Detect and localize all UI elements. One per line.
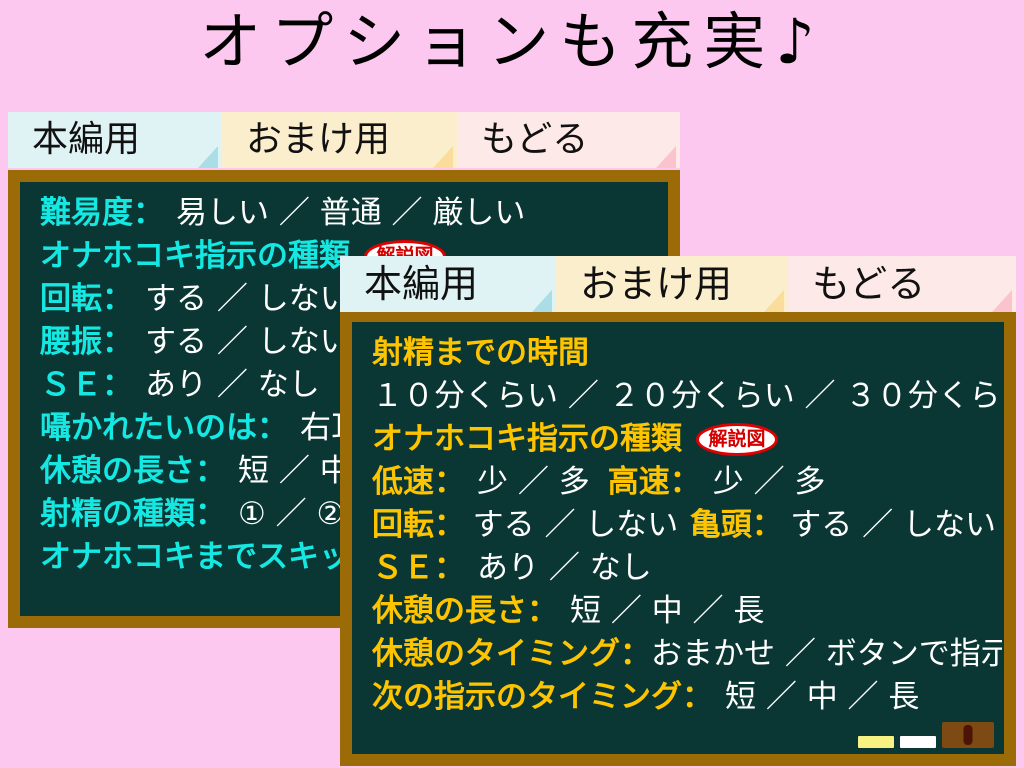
option-value[interactable]: 短 ／ 中 ／ 長 — [725, 679, 920, 715]
option-value[interactable]: する ／ しない — [472, 507, 679, 543]
option-row-rotation[interactable]: 回転： する ／ しない — [40, 278, 660, 321]
front-options-panel: 射精までの時間 １０分くらい ／ ２０分くらい ／ ３０分くらい オナホコキ指示… — [340, 310, 1016, 766]
option-value[interactable]: 短 ／ 中 — [238, 453, 351, 489]
tab-omake-label: おまけ用 — [246, 119, 391, 160]
option-row-break-length[interactable]: 休憩の長さ： 短 ／ 中 — [40, 450, 660, 493]
tab-fold-corner-icon — [198, 146, 218, 168]
option-label: オナホコキまでスキップ — [40, 539, 381, 575]
option-label: 腰振： — [40, 324, 133, 360]
front-chalkboard: 射精までの時間 １０分くらい ／ ２０分くらい ／ ３０分くらい オナホコキ指示… — [352, 322, 1004, 754]
option-row-rotation-glans[interactable]: 回転： する ／ しない 亀頭： する ／ しない — [372, 504, 996, 547]
option-value[interactable]: する ／ しない — [145, 281, 351, 317]
option-value[interactable]: 易しい ／ 普通 ／ 厳しい — [176, 195, 526, 231]
option-label: 射精の種類： — [40, 496, 226, 532]
option-label-secondary: 亀頭： — [689, 507, 783, 543]
white-chalk-icon — [900, 736, 936, 748]
tab-omake-label: おまけ用 — [580, 262, 733, 306]
tab-fold-corner-icon — [992, 290, 1012, 312]
option-row-se[interactable]: ＳＥ： あり ／ なし — [372, 547, 996, 590]
option-row-se[interactable]: ＳＥ： あり ／ なし — [40, 364, 660, 407]
option-label: 射精までの時間 — [372, 335, 589, 371]
front-window-tabbar: 本編用 おまけ用 もどる — [340, 256, 1016, 312]
tab-modoru-label: もどる — [812, 262, 926, 306]
back-option-list: 難易度： 易しい ／ 普通 ／ 厳しい オナホコキ指示の種類 解説図 回転： す… — [40, 192, 660, 579]
option-label: 回転： — [372, 507, 465, 543]
option-label: ＳＥ： — [40, 367, 133, 403]
option-label: 休憩のタイミング： — [372, 636, 651, 672]
tab-modoru-label: もどる — [481, 119, 589, 160]
tab-fold-corner-icon — [764, 290, 784, 312]
tab-modoru[interactable]: もどる — [788, 256, 1016, 312]
option-row-next-instruction-timing[interactable]: 次の指示のタイミング： 短 ／ 中 ／ 長 — [372, 676, 996, 719]
option-row-difficulty[interactable]: 難易度： 易しい ／ 普通 ／ 厳しい — [40, 192, 660, 235]
option-row-low-high-speed[interactable]: 低速： 少 ／ 多 高速： 少 ／ 多 — [372, 461, 996, 504]
tab-fold-corner-icon — [656, 146, 676, 168]
option-label: 難易度： — [40, 195, 164, 231]
yellow-chalk-icon — [858, 736, 894, 748]
sidebar-item-modoru[interactable]: もどる — [457, 112, 680, 168]
back-window-tabbar: 本編用 おまけ用 もどる — [8, 112, 680, 168]
option-value[interactable]: ① ／ ② — [238, 496, 345, 532]
blackboard-eraser-icon — [942, 722, 994, 748]
option-label: 低速： — [372, 464, 465, 500]
option-value[interactable]: する ／ しない — [145, 324, 351, 360]
option-row-break-length[interactable]: 休憩の長さ： 短 ／ 中 ／ 長 — [372, 590, 996, 633]
option-value[interactable]: あり ／ なし — [145, 367, 320, 403]
page-title: オプションも充実♪ — [199, 5, 825, 78]
tab-honpen-label: 本編用 — [32, 119, 141, 160]
option-value-secondary[interactable]: する ／ しない — [790, 507, 997, 543]
option-label-secondary: 高速： — [607, 464, 701, 500]
option-label: 囁かれたいのは： — [40, 410, 288, 446]
option-row-time-to-ejaculation-values[interactable]: １０分くらい ／ ２０分くらい ／ ３０分くらい — [372, 375, 1002, 418]
option-row-ejaculation-type[interactable]: 射精の種類： ① ／ ② — [40, 493, 660, 536]
option-value[interactable]: １０分くらい ／ ２０分くらい ／ ３０分くらい — [372, 378, 1004, 414]
sidebar-item-omake[interactable]: おまけ用 — [222, 112, 457, 168]
option-label: 回転： — [40, 281, 133, 317]
option-value[interactable]: あり ／ なし — [477, 550, 652, 586]
tab-honpen-label: 本編用 — [364, 262, 479, 306]
option-row-hipswing[interactable]: 腰振： する ／ しない — [40, 321, 660, 364]
option-label: オナホコキ指示の種類 — [372, 421, 682, 457]
option-label: 次の指示のタイミング： — [372, 679, 713, 715]
option-label: ＳＥ： — [372, 550, 465, 586]
option-label: 休憩の長さ： — [372, 593, 558, 629]
option-row-skip[interactable]: オナホコキまでスキップ — [40, 536, 660, 579]
tab-fold-corner-icon — [532, 290, 552, 312]
tab-honpen[interactable]: 本編用 — [340, 256, 556, 312]
option-value[interactable]: 短 ／ 中 ／ 長 — [570, 593, 765, 629]
option-label: オナホコキ指示の種類 — [40, 238, 350, 274]
option-value[interactable]: おまかせ ／ ボタンで指示 — [651, 636, 1004, 672]
front-option-list: 射精までの時間 １０分くらい ／ ２０分くらい ／ ３０分くらい オナホコキ指示… — [372, 332, 1002, 719]
option-value-secondary[interactable]: 少 ／ 多 — [712, 464, 826, 500]
option-label: 休憩の長さ： — [40, 453, 226, 489]
tab-fold-corner-icon — [433, 146, 453, 168]
tab-omake[interactable]: おまけ用 — [556, 256, 788, 312]
option-row-stroke-type[interactable]: オナホコキ指示の種類 解説図 — [372, 418, 996, 461]
explanation-diagram-badge[interactable]: 解説図 — [696, 423, 778, 456]
sidebar-item-honpen[interactable]: 本編用 — [8, 112, 222, 168]
option-value[interactable]: 少 ／ 多 — [477, 464, 590, 500]
option-row-break-timing[interactable]: 休憩のタイミング： おまかせ ／ ボタンで指示 — [372, 633, 1002, 676]
option-row-time-to-ejaculation-label: 射精までの時間 — [372, 332, 996, 375]
chalk-tray — [858, 722, 994, 748]
